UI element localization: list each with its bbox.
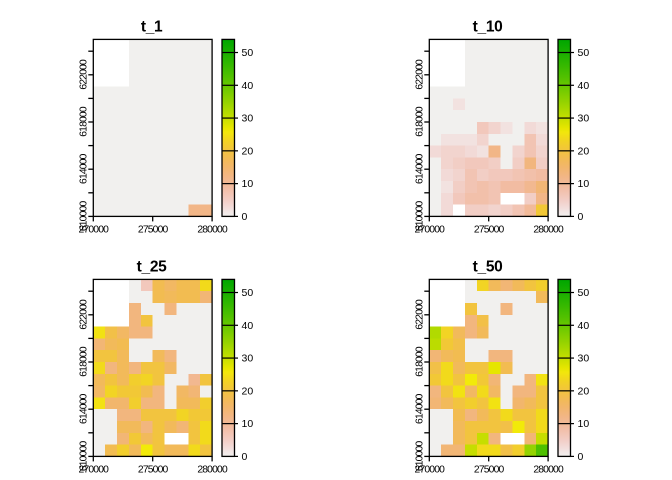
svg-text:30: 30 — [578, 353, 590, 365]
svg-text:20: 20 — [242, 385, 254, 397]
svg-text:618000: 618000 — [414, 106, 425, 137]
svg-text:t_25: t_25 — [137, 259, 168, 276]
svg-text:270000: 270000 — [415, 465, 446, 476]
svg-text:610000: 610000 — [414, 201, 425, 232]
svg-text:30: 30 — [242, 353, 254, 365]
svg-text:50: 50 — [242, 287, 254, 299]
svg-text:50: 50 — [578, 287, 590, 299]
svg-text:622000: 622000 — [414, 299, 425, 330]
svg-text:10: 10 — [578, 418, 590, 430]
svg-text:40: 40 — [578, 80, 590, 92]
svg-text:t_10: t_10 — [473, 19, 503, 36]
svg-text:20: 20 — [578, 385, 590, 397]
svg-text:40: 40 — [242, 320, 254, 332]
svg-text:618000: 618000 — [78, 106, 89, 137]
svg-text:30: 30 — [242, 113, 254, 125]
svg-text:610000: 610000 — [414, 441, 425, 472]
svg-text:10: 10 — [242, 418, 254, 430]
svg-text:10: 10 — [242, 178, 254, 190]
svg-text:280000: 280000 — [197, 225, 228, 236]
svg-text:0: 0 — [242, 451, 248, 463]
svg-text:280000: 280000 — [197, 465, 228, 476]
svg-text:614000: 614000 — [78, 393, 89, 424]
svg-text:618000: 618000 — [414, 346, 425, 377]
svg-text:610000: 610000 — [78, 441, 89, 472]
svg-text:614000: 614000 — [414, 153, 425, 184]
svg-text:618000: 618000 — [78, 346, 89, 377]
svg-text:270000: 270000 — [415, 225, 446, 236]
svg-text:610000: 610000 — [78, 201, 89, 232]
svg-text:30: 30 — [578, 113, 590, 125]
svg-text:280000: 280000 — [533, 465, 564, 476]
svg-text:20: 20 — [578, 145, 590, 157]
svg-text:50: 50 — [242, 47, 254, 59]
svg-text:280000: 280000 — [533, 225, 564, 236]
svg-text:275000: 275000 — [474, 465, 505, 476]
svg-text:275000: 275000 — [138, 225, 169, 236]
svg-text:0: 0 — [578, 451, 584, 463]
svg-text:0: 0 — [242, 211, 248, 223]
svg-text:614000: 614000 — [414, 393, 425, 424]
svg-text:614000: 614000 — [78, 153, 89, 184]
svg-text:275000: 275000 — [474, 225, 505, 236]
svg-text:50: 50 — [578, 47, 590, 59]
svg-text:40: 40 — [578, 320, 590, 332]
svg-text:270000: 270000 — [79, 225, 110, 236]
svg-text:622000: 622000 — [78, 59, 89, 90]
svg-text:275000: 275000 — [138, 465, 169, 476]
svg-text:40: 40 — [242, 80, 254, 92]
svg-text:t_1: t_1 — [141, 19, 163, 36]
svg-text:0: 0 — [578, 211, 584, 223]
svg-text:20: 20 — [242, 145, 254, 157]
svg-text:622000: 622000 — [78, 299, 89, 330]
svg-text:270000: 270000 — [79, 465, 110, 476]
svg-text:10: 10 — [578, 178, 590, 190]
svg-text:t_50: t_50 — [473, 259, 503, 276]
svg-text:622000: 622000 — [414, 59, 425, 90]
